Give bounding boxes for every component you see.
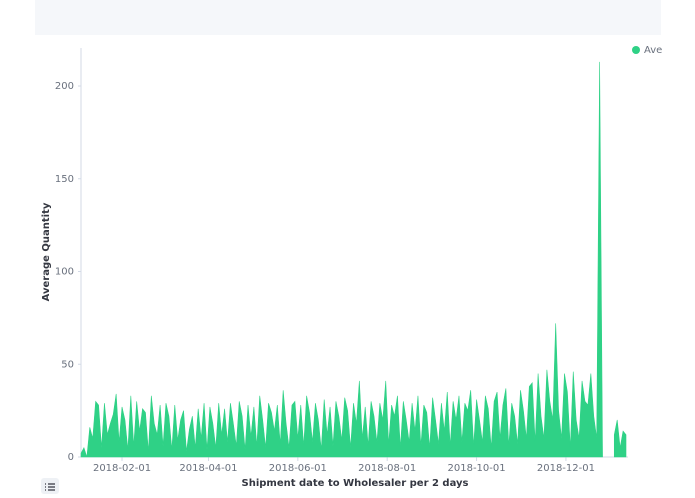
legend-toggle[interactable] [41, 478, 59, 494]
y-tick-label: 0 [68, 452, 74, 463]
y-tick-label: 100 [55, 267, 74, 278]
area [80, 61, 627, 458]
legend-marker [632, 46, 640, 54]
x-tick-label: 2018-06-01 [269, 463, 327, 474]
toolbar [35, 0, 661, 35]
legend-label[interactable]: Ave [644, 45, 662, 56]
y-tick-label: 50 [61, 359, 74, 370]
x-tick-label: 2018-12-01 [537, 463, 595, 474]
y-tick-label: 200 [55, 81, 74, 92]
x-tick-label: 2018-04-01 [179, 463, 237, 474]
x-tick-label: 2018-10-01 [448, 463, 506, 474]
x-tick-label: 2018-02-01 [93, 463, 151, 474]
x-tick-label: 2018-08-01 [358, 463, 416, 474]
y-axis-title: Average Quantity [41, 202, 52, 301]
y-tick-label: 150 [55, 174, 74, 185]
x-axis-title: Shipment date to Wholesaler per 2 days [242, 478, 469, 489]
